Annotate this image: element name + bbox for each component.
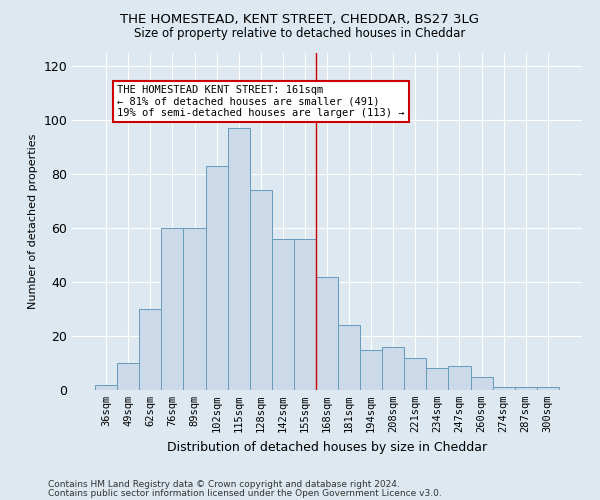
Bar: [272, 239, 294, 390]
Bar: [427, 368, 448, 390]
Bar: [382, 347, 404, 390]
Bar: [470, 376, 493, 390]
Bar: [250, 190, 272, 390]
Bar: [404, 358, 427, 390]
Text: THE HOMESTEAD KENT STREET: 161sqm
← 81% of detached houses are smaller (491)
19%: THE HOMESTEAD KENT STREET: 161sqm ← 81% …: [117, 85, 405, 118]
Y-axis label: Number of detached properties: Number of detached properties: [28, 134, 38, 309]
Text: Contains HM Land Registry data © Crown copyright and database right 2024.: Contains HM Land Registry data © Crown c…: [48, 480, 400, 489]
Bar: [117, 363, 139, 390]
Text: Size of property relative to detached houses in Cheddar: Size of property relative to detached ho…: [134, 28, 466, 40]
Bar: [338, 325, 360, 390]
Bar: [515, 388, 537, 390]
X-axis label: Distribution of detached houses by size in Cheddar: Distribution of detached houses by size …: [167, 440, 487, 454]
Bar: [316, 276, 338, 390]
Bar: [95, 384, 117, 390]
Bar: [161, 228, 184, 390]
Bar: [139, 309, 161, 390]
Bar: [448, 366, 470, 390]
Bar: [360, 350, 382, 390]
Bar: [493, 388, 515, 390]
Bar: [184, 228, 206, 390]
Text: THE HOMESTEAD, KENT STREET, CHEDDAR, BS27 3LG: THE HOMESTEAD, KENT STREET, CHEDDAR, BS2…: [121, 12, 479, 26]
Bar: [227, 128, 250, 390]
Text: Contains public sector information licensed under the Open Government Licence v3: Contains public sector information licen…: [48, 489, 442, 498]
Bar: [294, 239, 316, 390]
Bar: [206, 166, 227, 390]
Bar: [537, 388, 559, 390]
